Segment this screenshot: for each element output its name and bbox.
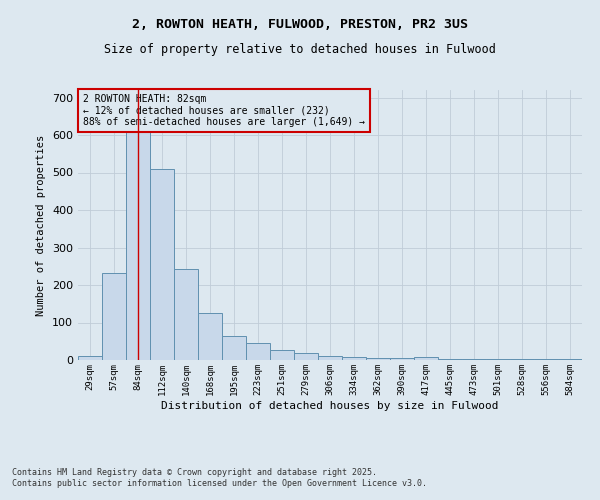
Bar [150,169,174,360]
Text: Size of property relative to detached houses in Fulwood: Size of property relative to detached ho… [104,42,496,56]
Bar [222,336,246,360]
Text: 2 ROWTON HEATH: 82sqm
← 12% of detached houses are smaller (232)
88% of semi-det: 2 ROWTON HEATH: 82sqm ← 12% of detached … [83,94,365,127]
Bar [486,358,510,360]
Bar [270,350,294,360]
Bar [462,359,486,360]
Bar [438,358,462,360]
Bar [126,124,150,360]
X-axis label: Distribution of detached houses by size in Fulwood: Distribution of detached houses by size … [161,400,499,410]
Bar [102,273,126,360]
Bar [342,357,366,360]
Bar [174,269,198,360]
Text: Contains HM Land Registry data © Crown copyright and database right 2025.
Contai: Contains HM Land Registry data © Crown c… [12,468,427,487]
Bar [294,353,318,360]
Text: 2, ROWTON HEATH, FULWOOD, PRESTON, PR2 3US: 2, ROWTON HEATH, FULWOOD, PRESTON, PR2 3… [132,18,468,30]
Y-axis label: Number of detached properties: Number of detached properties [37,134,46,316]
Bar [390,358,414,360]
Bar [78,356,102,360]
Bar [366,358,390,360]
Bar [318,356,342,360]
Bar [246,343,270,360]
Bar [534,359,558,360]
Bar [558,359,582,360]
Bar [198,313,222,360]
Bar [510,359,534,360]
Bar [414,358,438,360]
